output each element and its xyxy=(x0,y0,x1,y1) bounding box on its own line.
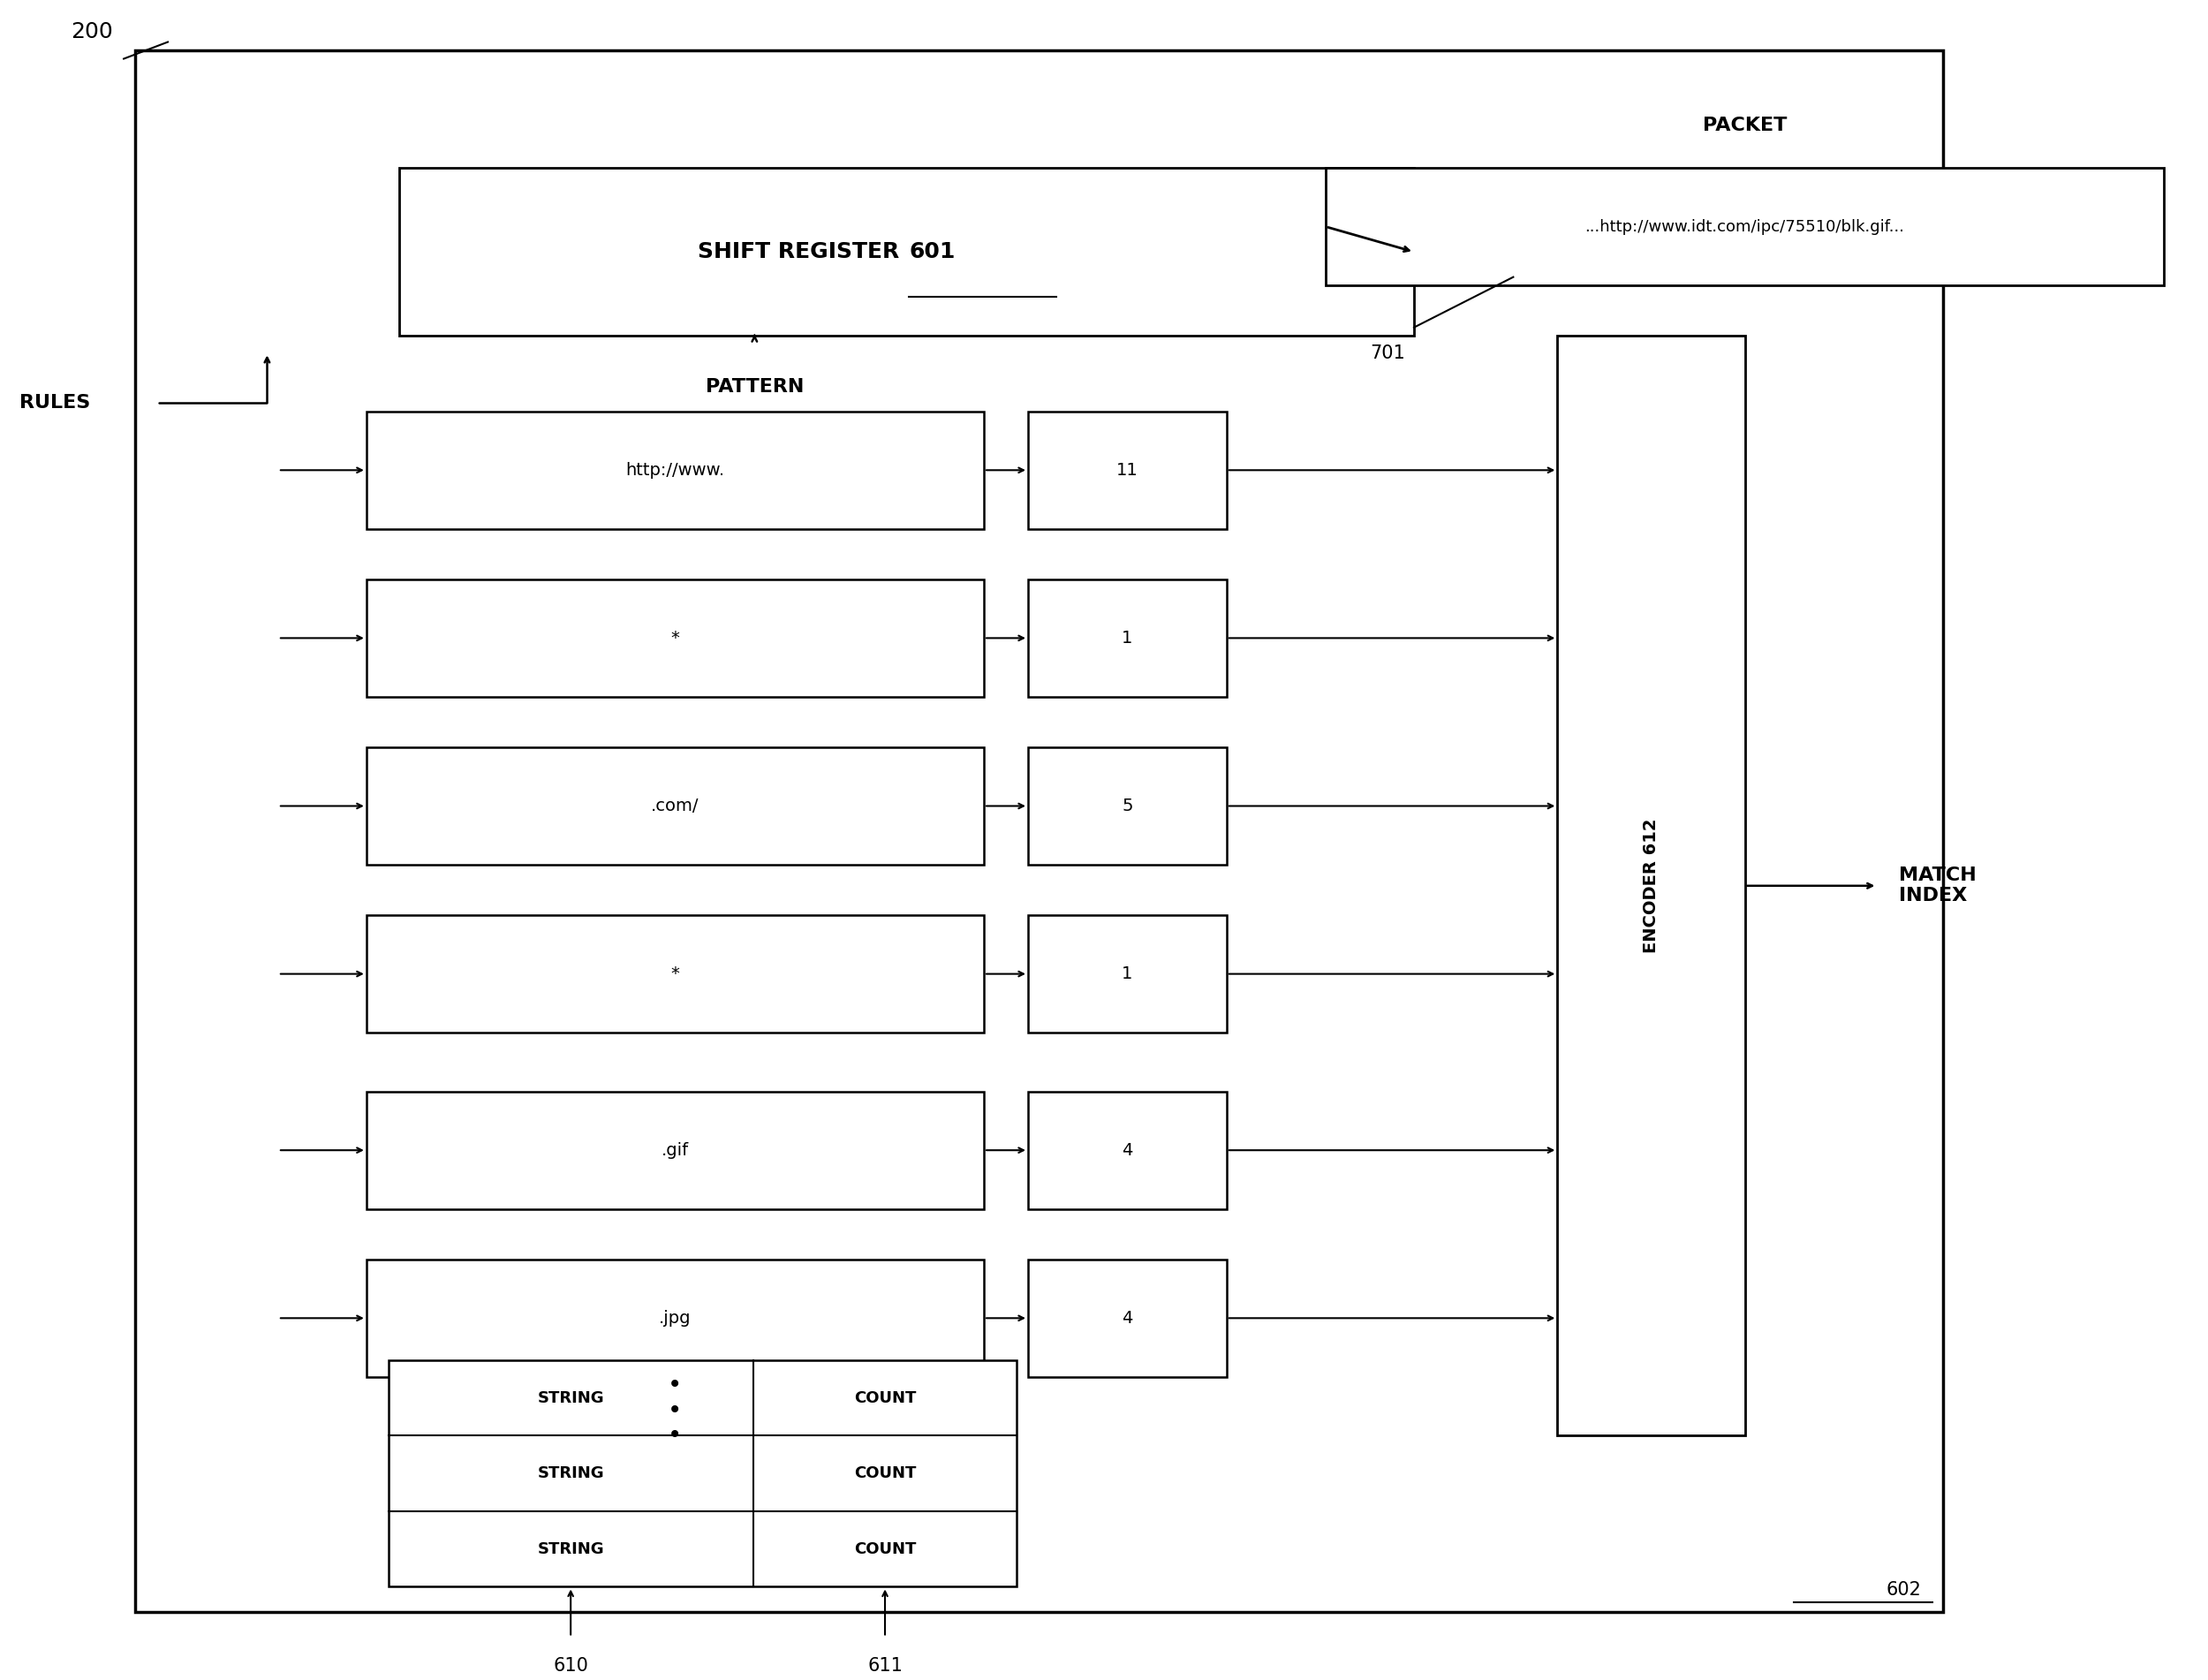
FancyBboxPatch shape xyxy=(1325,168,2164,286)
FancyBboxPatch shape xyxy=(135,50,1943,1613)
FancyBboxPatch shape xyxy=(1029,412,1225,529)
Text: 4: 4 xyxy=(1122,1142,1133,1159)
Text: 4: 4 xyxy=(1122,1310,1133,1327)
FancyBboxPatch shape xyxy=(1029,1092,1225,1210)
Text: STRING: STRING xyxy=(537,1389,605,1406)
Text: COUNT: COUNT xyxy=(854,1389,916,1406)
Text: 11: 11 xyxy=(1117,462,1137,479)
Text: STRING: STRING xyxy=(537,1465,605,1482)
Text: ENCODER 612: ENCODER 612 xyxy=(1643,818,1660,953)
Text: 5: 5 xyxy=(1122,798,1133,815)
Text: RULES: RULES xyxy=(20,395,91,412)
FancyBboxPatch shape xyxy=(367,916,985,1033)
FancyBboxPatch shape xyxy=(367,1092,985,1210)
Text: ...http://www.idt.com/ipc/75510/blk.gif...: ...http://www.idt.com/ipc/75510/blk.gif.… xyxy=(1585,218,1906,235)
Text: PACKET: PACKET xyxy=(1702,116,1786,134)
Text: 601: 601 xyxy=(910,242,956,262)
Text: PATTERN: PATTERN xyxy=(704,378,804,395)
FancyBboxPatch shape xyxy=(1029,1260,1225,1378)
Text: 611: 611 xyxy=(868,1658,903,1675)
Text: COUNT: COUNT xyxy=(854,1541,916,1557)
Text: 602: 602 xyxy=(1886,1581,1921,1599)
Text: .jpg: .jpg xyxy=(658,1310,691,1327)
FancyBboxPatch shape xyxy=(367,748,985,865)
Text: 701: 701 xyxy=(1369,344,1404,361)
Text: *: * xyxy=(671,966,680,983)
FancyBboxPatch shape xyxy=(367,1260,985,1378)
FancyBboxPatch shape xyxy=(389,1361,1018,1588)
FancyBboxPatch shape xyxy=(1029,748,1225,865)
Text: http://www.: http://www. xyxy=(625,462,724,479)
Text: 610: 610 xyxy=(552,1658,587,1675)
FancyBboxPatch shape xyxy=(400,168,1413,336)
Text: STRING: STRING xyxy=(537,1541,605,1557)
FancyBboxPatch shape xyxy=(1557,336,1744,1436)
Text: •: • xyxy=(669,1398,682,1423)
FancyBboxPatch shape xyxy=(1029,916,1225,1033)
Text: •: • xyxy=(669,1373,682,1398)
Text: .com/: .com/ xyxy=(651,798,700,815)
FancyBboxPatch shape xyxy=(367,580,985,697)
FancyBboxPatch shape xyxy=(367,412,985,529)
FancyBboxPatch shape xyxy=(256,336,1557,1436)
Text: MATCH
INDEX: MATCH INDEX xyxy=(1899,867,1976,906)
Text: COUNT: COUNT xyxy=(854,1465,916,1482)
Text: 1: 1 xyxy=(1122,630,1133,647)
Text: SHIFT REGISTER: SHIFT REGISTER xyxy=(698,242,907,262)
Text: .gif: .gif xyxy=(662,1142,689,1159)
Text: *: * xyxy=(671,630,680,647)
FancyBboxPatch shape xyxy=(1029,580,1225,697)
Text: 200: 200 xyxy=(71,20,113,42)
Text: 1: 1 xyxy=(1122,966,1133,983)
Text: •: • xyxy=(669,1423,682,1448)
